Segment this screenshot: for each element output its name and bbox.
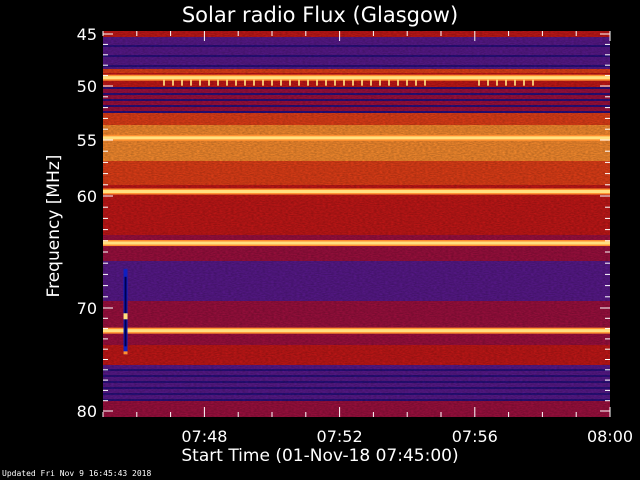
interference-spike (271, 79, 273, 86)
y-tick-label: 70 (77, 299, 97, 318)
interference-spike (361, 79, 363, 86)
interference-spike (316, 79, 318, 86)
interference-spike (298, 79, 300, 86)
interference-spike (226, 79, 228, 86)
interference-spike (181, 79, 183, 86)
chart-title: Solar radio Flux (Glasgow) (181, 3, 459, 27)
interference-spike (379, 79, 381, 86)
interference-spike (397, 79, 399, 86)
interference-spike (514, 79, 516, 86)
burst-core (124, 276, 127, 347)
interference-spike (406, 79, 408, 86)
interference-spike (415, 79, 417, 86)
y-axis-ticks: 45 50 55 60 70 80 (77, 25, 610, 421)
x-axis-label: Start Time (01-Nov-18 07:45:00) (181, 446, 459, 466)
interference-spike (523, 79, 525, 86)
x-tick-label: 08:00 (587, 427, 633, 446)
bright-band (103, 136, 610, 140)
interference-spike (307, 79, 309, 86)
interference-spike (253, 79, 255, 86)
interference-spike (217, 79, 219, 86)
interference-spike (325, 79, 327, 86)
burst-tail (123, 351, 128, 355)
x-axis-ticks: 07:48 07:52 07:56 08:00 (102, 31, 633, 446)
interference-spike (334, 79, 336, 86)
y-axis-label: Frequency [MHz] (44, 154, 64, 298)
interference-spike (343, 79, 345, 86)
interference-spike (289, 79, 291, 86)
y-tick-label: 50 (77, 77, 97, 96)
interference-spike (280, 79, 282, 86)
y-tick-label: 55 (77, 131, 97, 150)
spectral-features (103, 74, 610, 355)
bright-band (103, 76, 610, 80)
y-tick-label: 45 (77, 25, 97, 44)
burst-highlight (123, 313, 128, 320)
interference-spike (190, 79, 192, 86)
interference-spike (208, 79, 210, 86)
noise-overlay (103, 31, 610, 417)
interference-spike (235, 79, 237, 86)
interference-spike (172, 79, 174, 86)
interference-spike (496, 79, 498, 86)
interference-spike (244, 79, 246, 86)
y-tick-label: 60 (77, 187, 97, 206)
interference-spike (370, 79, 372, 86)
updated-footer: Updated Fri Nov 9 16:45:43 2018 (2, 469, 152, 478)
y-tick-label: 80 (77, 402, 97, 421)
interference-spike (478, 79, 480, 86)
interference-spike (262, 79, 264, 86)
x-tick-label: 07:48 (181, 427, 227, 446)
bright-band (103, 241, 610, 245)
interference-spike (424, 79, 426, 86)
bright-band (103, 190, 610, 194)
x-tick-label: 07:56 (452, 427, 498, 446)
interference-spike (532, 79, 534, 86)
bright-band (103, 329, 610, 333)
interference-spike (352, 79, 354, 86)
interference-spike (388, 79, 390, 86)
interference-spike (505, 79, 507, 86)
x-tick-label: 07:52 (317, 427, 363, 446)
interference-spike (199, 79, 201, 86)
interference-spike (487, 79, 489, 86)
interference-spike (163, 79, 165, 86)
